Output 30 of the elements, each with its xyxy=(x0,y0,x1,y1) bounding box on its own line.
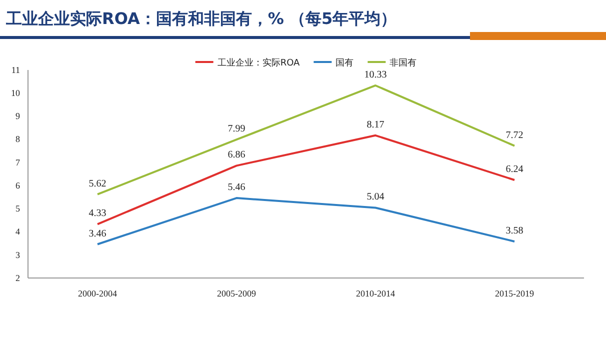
y-tick-label: 3 xyxy=(16,250,20,260)
data-label: 5.62 xyxy=(88,178,106,190)
data-label: 6.86 xyxy=(228,150,246,161)
x-tick-label: 2010-2014 xyxy=(356,288,396,298)
y-tick-label: 9 xyxy=(16,111,20,122)
y-tick-label: 7 xyxy=(16,157,20,168)
data-label: 5.46 xyxy=(228,182,246,194)
y-tick-label: 5 xyxy=(16,204,20,214)
y-tick-label: 4 xyxy=(16,226,20,237)
chart-title: 工业企业实际ROA：国有和非国有，% （每5年平均） xyxy=(5,9,397,28)
data-label: 10.33 xyxy=(364,69,387,80)
data-label: 3.46 xyxy=(88,228,106,240)
y-tick-label: 10 xyxy=(11,88,20,98)
data-label: 8.17 xyxy=(366,119,384,130)
y-tick-label: 6 xyxy=(16,180,20,190)
data-label: 5.04 xyxy=(366,192,384,203)
legend-label: 工业企业：实际ROA xyxy=(217,58,301,68)
y-tick-label: 11 xyxy=(11,64,20,75)
legend-label: 国有 xyxy=(336,58,354,68)
data-label: 6.24 xyxy=(506,164,524,176)
data-label: 7.99 xyxy=(228,124,246,135)
y-tick-label: 8 xyxy=(16,134,20,144)
x-tick-label: 2005-2009 xyxy=(217,288,256,298)
data-label: 7.72 xyxy=(506,130,524,141)
data-label: 4.33 xyxy=(88,208,106,220)
legend-label: 非国有 xyxy=(390,58,417,68)
y-tick-label: 2 xyxy=(16,272,20,283)
x-tick-label: 2000-2004 xyxy=(78,288,118,298)
x-tick-label: 2015-2019 xyxy=(495,288,534,298)
data-label: 3.58 xyxy=(506,225,524,236)
